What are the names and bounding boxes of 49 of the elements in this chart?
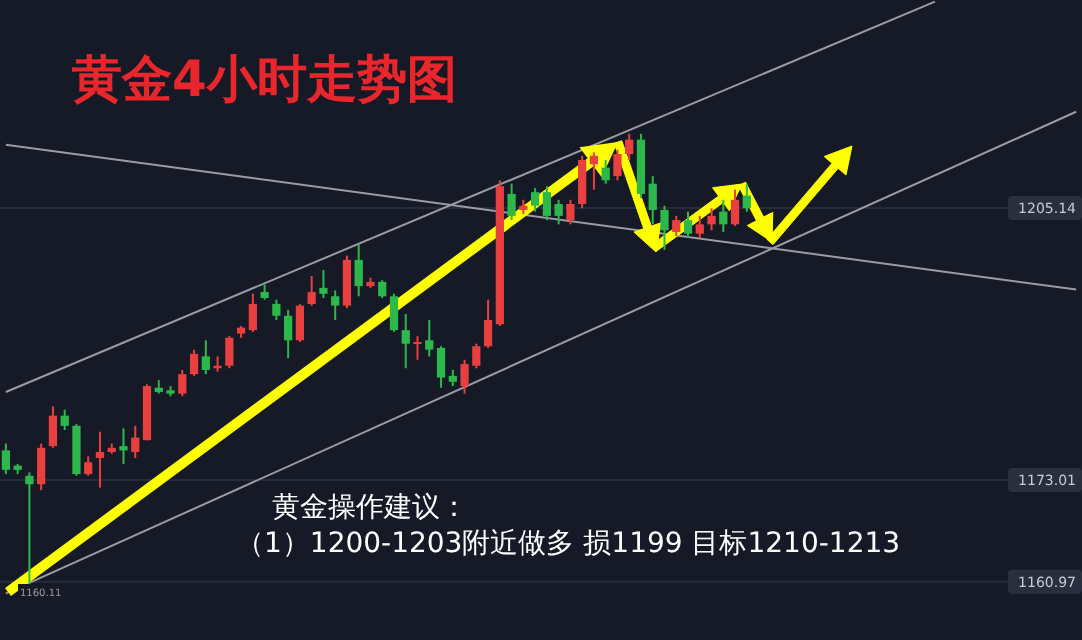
candlestick bbox=[566, 198, 575, 226]
candlestick bbox=[248, 292, 257, 333]
candlestick bbox=[189, 348, 199, 377]
candlestick bbox=[354, 242, 363, 298]
candlestick bbox=[413, 335, 422, 361]
candlestick bbox=[201, 339, 210, 376]
candlestick bbox=[425, 319, 434, 358]
candlestick bbox=[389, 292, 399, 333]
candlestick bbox=[695, 214, 704, 239]
candlestick bbox=[342, 254, 352, 310]
candlestick bbox=[295, 302, 305, 344]
candlestick bbox=[401, 313, 410, 370]
candlestick bbox=[178, 368, 187, 398]
candlestick bbox=[719, 198, 728, 233]
candlestick bbox=[225, 335, 234, 370]
candlestick bbox=[601, 159, 610, 185]
candlestick bbox=[272, 298, 281, 321]
candlestick bbox=[625, 132, 634, 161]
candlestick bbox=[319, 269, 328, 299]
text: 黄金4小时走势图 bbox=[70, 50, 457, 108]
candlestick bbox=[742, 182, 751, 213]
candlestick bbox=[660, 204, 669, 251]
candlestick bbox=[331, 289, 340, 321]
candlestick bbox=[84, 455, 93, 477]
candlestick bbox=[683, 210, 693, 239]
candlestick bbox=[60, 408, 69, 432]
candlestick bbox=[730, 188, 740, 228]
candlestick bbox=[436, 345, 446, 389]
candlestick bbox=[554, 198, 563, 226]
candlestick bbox=[672, 214, 681, 238]
candlestick bbox=[707, 207, 716, 232]
candlestick bbox=[37, 442, 46, 492]
candlestick bbox=[507, 182, 516, 222]
candlestick bbox=[48, 405, 58, 449]
candlestick bbox=[119, 427, 128, 465]
candlestick bbox=[542, 185, 551, 222]
candlestick bbox=[95, 430, 105, 489]
candlestick bbox=[613, 148, 622, 182]
candlestick bbox=[131, 424, 140, 459]
candlestick bbox=[307, 274, 316, 307]
candlestick bbox=[578, 154, 587, 210]
candlestick bbox=[648, 175, 657, 226]
candlestick bbox=[284, 308, 293, 360]
candlestick bbox=[1, 442, 10, 476]
candlestick bbox=[531, 186, 540, 213]
candlestick bbox=[483, 298, 493, 349]
candlestick bbox=[589, 151, 599, 191]
annotation: （1）1200-1203附近做多 损1199 目标1210-1213 bbox=[236, 528, 901, 560]
annotation: 黄金操作建议： bbox=[272, 492, 468, 524]
